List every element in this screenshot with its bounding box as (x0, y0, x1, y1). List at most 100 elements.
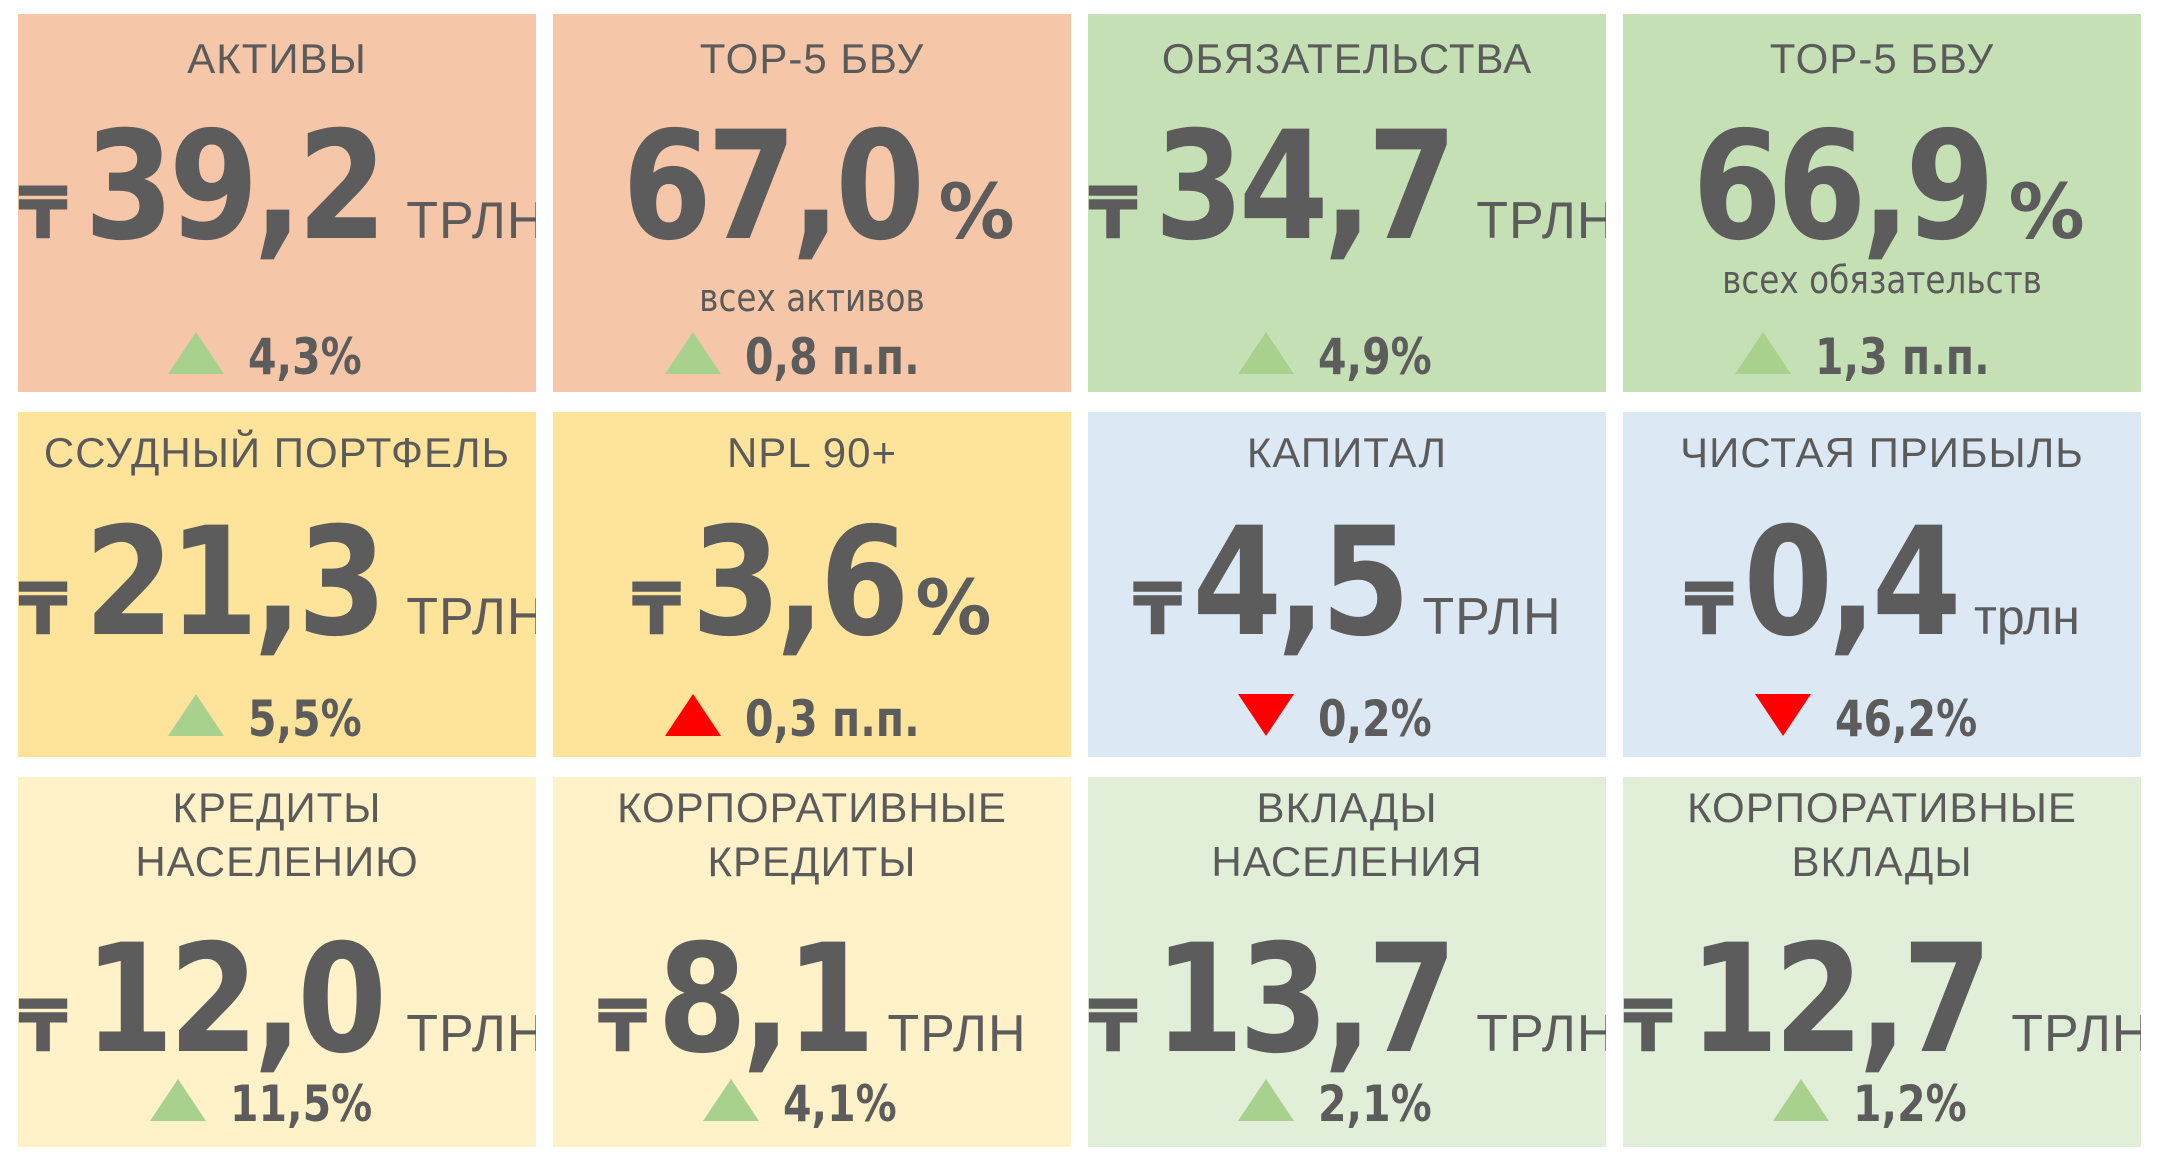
card-title: NPL 90+ (726, 429, 898, 476)
card-change: 4,3% (18, 332, 536, 382)
card-note: всех активов (699, 276, 925, 320)
card-change-value: 5,5% (247, 690, 362, 748)
card-title: ЧИСТАЯ ПРИБЫЛЬ (1680, 429, 2084, 476)
card-unit: ТРЛН (406, 588, 536, 646)
card-value-line: ₸0,4 трлн (1623, 508, 2141, 658)
card-value: 12,0 (84, 913, 387, 1087)
card-value-line: ₸3,6% (553, 508, 1071, 658)
card-change-value: 1,3 п.п. (1815, 328, 1991, 386)
card-change: 1,3 п.п. (1623, 332, 2141, 382)
up-triangle-icon (702, 1079, 759, 1121)
card-change: 4,9% (1088, 332, 1606, 382)
card-change-value: 46,2% (1835, 690, 1978, 748)
card-value: 4,5 (1191, 496, 1410, 670)
tenge-sign: ₸ (1623, 984, 1674, 1068)
card-title: ССУДНЫЙ ПОРТФЕЛЬ (43, 429, 511, 476)
up-triangle-icon (665, 694, 722, 736)
card-value-line: ₸ 13,7 ТРЛН (1088, 925, 1606, 1075)
card-value: 39,2 (84, 100, 387, 274)
card-title: АКТИВЫ (187, 35, 367, 82)
card-unit: ТРЛН (2011, 1005, 2141, 1063)
card-title: ОБЯЗАТЕЛЬСТВА (1161, 35, 1533, 82)
card-value: 21,3 (84, 496, 387, 670)
card-change: 0,8 п.п. (553, 332, 1071, 382)
card-change: 4,1% (553, 1079, 1071, 1129)
card-change-value: 2,1% (1317, 1075, 1432, 1133)
kpi-grid: АКТИВЫ ₸ 39,2 ТРЛН 4,3% TOP-5 БВУ 67,0% вс… (18, 14, 2142, 1148)
card-change-value: 4,1% (782, 1075, 897, 1133)
card-unit: % (915, 563, 993, 652)
card-change-value: 0,2% (1317, 690, 1432, 748)
card-unit: ТРЛН (406, 192, 536, 250)
card-unit: % (2008, 167, 2086, 256)
card-retail-loans: КРЕДИТЫ НАСЕЛЕНИЮ ₸ 12,0 ТРЛН 11,5% (18, 777, 536, 1147)
card-unit: ТРЛН (1476, 1005, 1606, 1063)
tenge-sign: ₸ (18, 984, 69, 1068)
up-triangle-icon (1735, 332, 1792, 374)
card-change: 0,3 п.п. (553, 694, 1071, 744)
card-value: 8,1 (656, 913, 875, 1087)
card-change-value: 1,2% (1852, 1075, 1967, 1133)
card-top5-assets: TOP-5 БВУ 67,0% всех активов 0,8 п.п. (553, 14, 1071, 392)
card-title: ВКЛАДЫ НАСЕЛЕНИЯ (1211, 784, 1483, 885)
card-value: 0,4 (1743, 496, 1962, 670)
tenge-sign: ₸ (1684, 567, 1735, 651)
down-triangle-icon (1755, 694, 1812, 736)
card-corporate-deposits: КОРПОРАТИВНЫЕ ВКЛАДЫ ₸ 12,7 ТРЛН 1,2% (1623, 777, 2141, 1147)
tenge-sign: ₸ (1088, 984, 1139, 1068)
card-change-value: 11,5% (230, 1075, 373, 1133)
card-change-value: 4,9% (1317, 328, 1432, 386)
tenge-sign: ₸ (631, 567, 682, 651)
card-value-line: 67,0% (553, 112, 1071, 262)
card-retail-deposits: ВКЛАДЫ НАСЕЛЕНИЯ ₸ 13,7 ТРЛН 2,1% (1088, 777, 1606, 1147)
card-value-line: ₸ 12,0 ТРЛН (18, 925, 536, 1075)
card-value-line: ₸ 34,7 ТРЛН (1088, 112, 1606, 262)
card-loan-portfolio: ССУДНЫЙ ПОРТФЕЛЬ ₸ 21,3 ТРЛН 5,5% (18, 412, 536, 757)
card-value: 3,6 (690, 496, 909, 670)
tenge-sign: ₸ (597, 984, 648, 1068)
down-triangle-icon (1237, 694, 1294, 736)
up-triangle-icon (150, 1079, 207, 1121)
card-note: всех обязательств (1722, 258, 2042, 302)
card-change-value: 4,3% (247, 328, 362, 386)
card-value-line: 66,9% (1623, 112, 2141, 262)
card-net-profit: ЧИСТАЯ ПРИБЫЛЬ ₸0,4 трлн 46,2% (1623, 412, 2141, 757)
card-unit: трлн (1974, 589, 2080, 645)
card-capital: КАПИТАЛ ₸4,5 ТРЛН 0,2% (1088, 412, 1606, 757)
card-corporate-loans: КОРПОРАТИВНЫЕ КРЕДИТЫ ₸8,1 ТРЛН 4,1% (553, 777, 1071, 1147)
card-value: 34,7 (1154, 100, 1457, 274)
card-unit: ТРЛН (406, 1005, 536, 1063)
card-unit: ТРЛН (887, 1005, 1027, 1063)
card-title: TOP-5 БВУ (699, 35, 925, 82)
card-value-line: ₸ 12,7 ТРЛН (1623, 925, 2141, 1075)
card-value: 66,9 (1692, 100, 1996, 274)
tenge-sign: ₸ (1132, 567, 1183, 651)
up-triangle-icon (1237, 1079, 1294, 1121)
card-top5-liabilities: TOP-5 БВУ 66,9% всех обязательств 1,3 п.… (1623, 14, 2141, 392)
tenge-sign: ₸ (18, 567, 69, 651)
up-triangle-icon (665, 332, 722, 374)
card-value: 67,0 (622, 100, 926, 274)
card-change-value: 0,3 п.п. (745, 690, 921, 748)
card-value-line: ₸ 21,3 ТРЛН (18, 508, 536, 658)
up-triangle-icon (1772, 1079, 1829, 1121)
card-unit: % (938, 167, 1016, 256)
card-value-line: ₸8,1 ТРЛН (553, 925, 1071, 1075)
up-triangle-icon (1237, 332, 1294, 374)
card-npl: NPL 90+ ₸3,6% 0,3 п.п. (553, 412, 1071, 757)
tenge-sign: ₸ (18, 171, 69, 255)
up-triangle-icon (167, 694, 224, 736)
card-change: 1,2% (1623, 1079, 2141, 1129)
card-change: 5,5% (18, 694, 536, 744)
card-title: КРЕДИТЫ НАСЕЛЕНИЮ (135, 784, 419, 885)
card-value-line: ₸4,5 ТРЛН (1088, 508, 1606, 658)
card-change: 0,2% (1088, 694, 1606, 744)
card-change-value: 0,8 п.п. (745, 328, 921, 386)
card-value: 13,7 (1154, 913, 1457, 1087)
card-assets: АКТИВЫ ₸ 39,2 ТРЛН 4,3% (18, 14, 536, 392)
card-change: 46,2% (1623, 694, 2141, 744)
card-title: КАПИТАЛ (1246, 429, 1448, 476)
tenge-sign: ₸ (1088, 171, 1139, 255)
card-unit: ТРЛН (1476, 192, 1606, 250)
up-triangle-icon (167, 332, 224, 374)
